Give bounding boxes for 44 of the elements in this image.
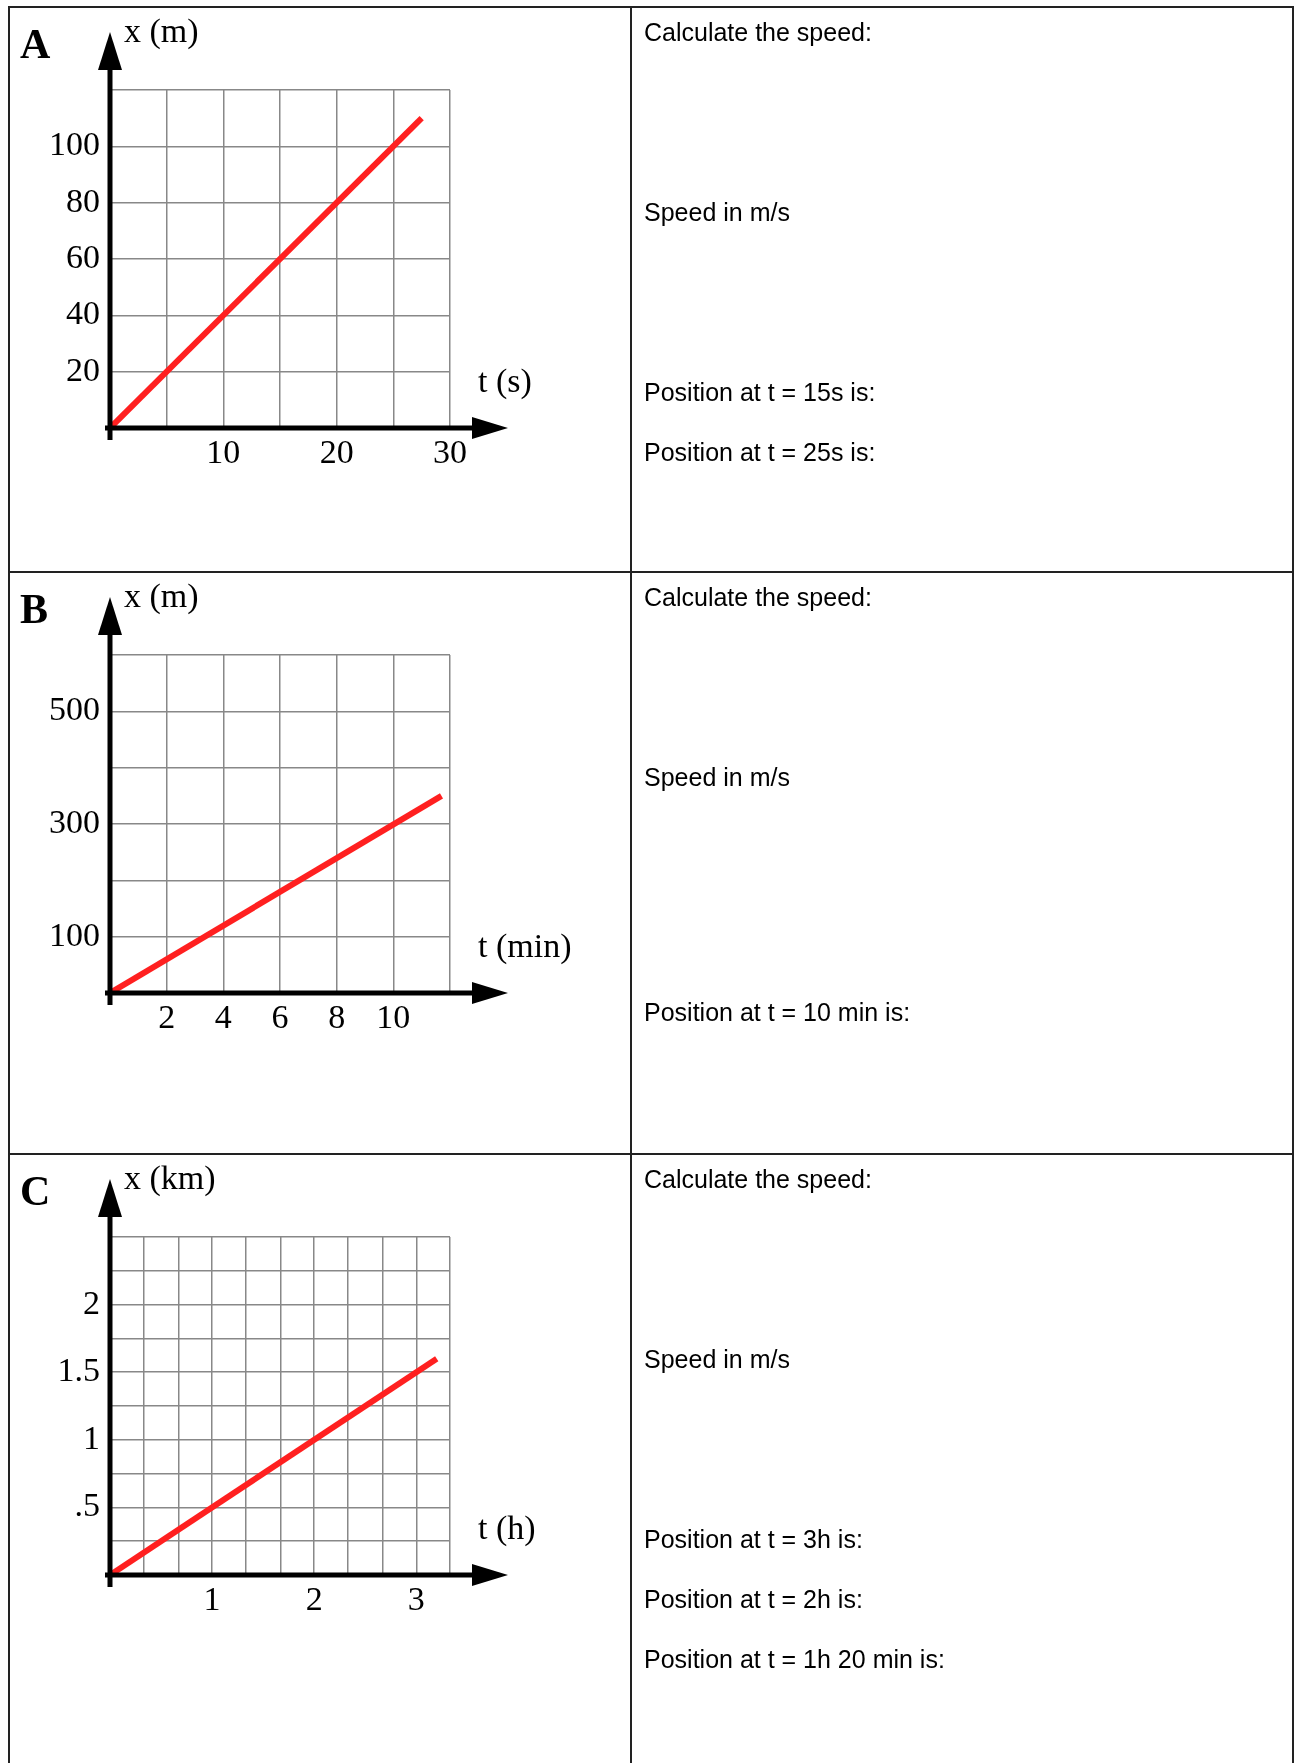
text: Speed in m/s — [644, 1345, 790, 1374]
y-tick-label: 40 — [66, 294, 100, 332]
chart-title: A — [20, 21, 51, 67]
x-axis-title: t (h) — [478, 1509, 536, 1547]
text: Calculate the speed: — [644, 1165, 872, 1194]
chart-title: B — [20, 586, 49, 632]
y-tick-label: 100 — [49, 125, 100, 163]
x-tick-label: 10 — [206, 433, 241, 471]
x-tick-label: 20 — [319, 433, 354, 471]
text: Speed in m/s — [644, 198, 790, 227]
text: Position at t = 2h is: — [644, 1585, 863, 1614]
text: Calculate the speed: — [644, 583, 872, 612]
y-tick-label: .5 — [74, 1486, 100, 1524]
x-tick-label: 4 — [214, 998, 232, 1036]
y-tick-label: 20 — [66, 350, 100, 388]
x-tick-label: 2 — [158, 998, 176, 1036]
text: Position at t = 15s is: — [644, 378, 876, 407]
y-tick-label: 60 — [66, 237, 100, 275]
y-axis-title: x (m) — [124, 577, 199, 615]
y-axis-title: x (m) — [124, 12, 199, 50]
x-tick-label: 6 — [271, 998, 289, 1036]
text: Calculate the speed: — [644, 18, 872, 47]
chart-title: C — [20, 1168, 51, 1214]
x-tick-label: 8 — [328, 998, 346, 1036]
x-tick-label: 2 — [305, 1580, 323, 1618]
y-tick-label: 500 — [49, 690, 100, 728]
x-axis-title: t (min) — [478, 927, 572, 965]
x-tick-label: 1 — [203, 1580, 221, 1618]
y-axis-title: x (km) — [124, 1159, 216, 1197]
y-tick-label: 1.5 — [57, 1351, 100, 1389]
x-tick-label: 30 — [433, 433, 467, 471]
text: Position at t = 1h 20 min is: — [644, 1645, 945, 1674]
y-tick-label: 300 — [49, 802, 100, 840]
y-tick-label: 1 — [83, 1418, 100, 1456]
y-tick-label: 2 — [83, 1283, 100, 1321]
text: Speed in m/s — [644, 763, 790, 792]
text: Position at t = 3h is: — [644, 1525, 863, 1554]
text: Position at t = 10 min is: — [644, 998, 911, 1027]
y-tick-label: 100 — [49, 915, 100, 953]
text: Position at t = 25s is: — [644, 438, 876, 467]
x-tick-label: 10 — [376, 998, 411, 1036]
x-tick-label: 3 — [407, 1580, 425, 1618]
x-axis-title: t (s) — [478, 362, 532, 400]
y-tick-label: 80 — [66, 181, 100, 219]
